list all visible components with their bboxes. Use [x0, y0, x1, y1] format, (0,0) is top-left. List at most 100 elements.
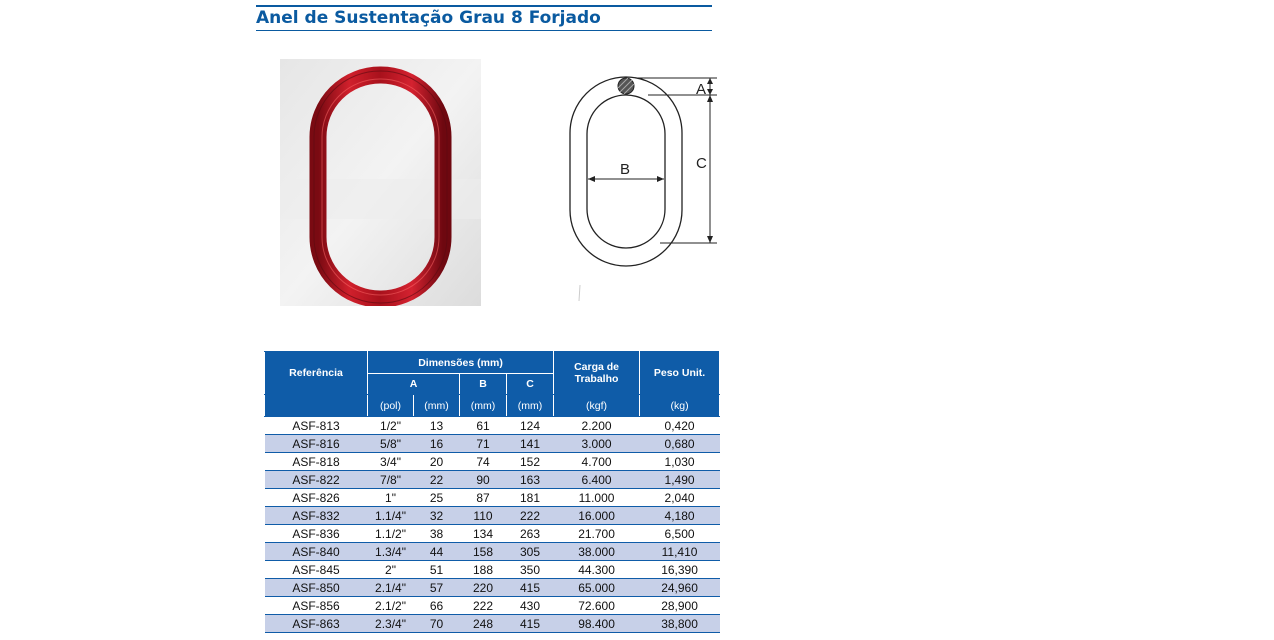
- cell-peso: 16,390: [639, 560, 720, 579]
- cell-c-mm: 152: [506, 452, 554, 471]
- cell-referencia: ASF-813: [264, 416, 368, 435]
- cell-carga: 6.400: [553, 470, 640, 489]
- cell-carga: 3.000: [553, 434, 640, 453]
- cell-c-mm: 430: [506, 596, 554, 615]
- cell-c-mm: 141: [506, 434, 554, 453]
- cell-a-pol: 1.1/2": [367, 524, 414, 543]
- cell-c-mm: 222: [506, 506, 554, 525]
- label-c: C: [696, 155, 707, 172]
- cell-referencia: ASF-836: [264, 524, 368, 543]
- cell-a-pol: 2.1/4": [367, 578, 414, 597]
- table-row: ASF-856 2.1/2" 66 222 430 72.600 28,900: [264, 596, 720, 615]
- cell-c-mm: 305: [506, 542, 554, 561]
- cell-a-pol: 1": [367, 488, 414, 507]
- table-row: ASF-845 2" 51 188 350 44.300 16,390: [264, 560, 720, 579]
- cell-a-pol: 1/2": [367, 416, 414, 435]
- cell-b-mm: 87: [459, 488, 507, 507]
- cell-c-mm: 415: [506, 614, 554, 633]
- cell-peso: 4,180: [639, 506, 720, 525]
- cell-carga: 72.600: [553, 596, 640, 615]
- cell-a-mm: 57: [413, 578, 460, 597]
- unit-b-mm: (mm): [459, 394, 507, 417]
- cell-b-mm: 134: [459, 524, 507, 543]
- table-row: ASF-863 2.3/4" 70 248 415 98.400 38,800: [264, 614, 720, 633]
- unit-c-mm: (mm): [505, 394, 555, 417]
- cell-carga: 2.200: [553, 416, 640, 435]
- cell-b-mm: 158: [459, 542, 507, 561]
- cell-a-mm: 66: [413, 596, 460, 615]
- header-col-a: A: [367, 373, 460, 395]
- cell-referencia: ASF-856: [264, 596, 368, 615]
- cell-peso: 0,680: [639, 434, 720, 453]
- cell-carga: 98.400: [553, 614, 640, 633]
- cell-c-mm: 163: [506, 470, 554, 489]
- cell-a-pol: 1.3/4": [367, 542, 414, 561]
- cell-b-mm: 90: [459, 470, 507, 489]
- unit-a-pol: (pol): [367, 394, 414, 417]
- cell-a-pol: 2.1/2": [367, 596, 414, 615]
- header-carga: Carga de Trabalho: [553, 351, 641, 395]
- header-referencia: Referência: [264, 351, 368, 395]
- cell-referencia: ASF-840: [264, 542, 368, 561]
- cell-carga: 21.700: [553, 524, 640, 543]
- cell-a-mm: 25: [413, 488, 460, 507]
- cell-a-mm: 22: [413, 470, 460, 489]
- cell-a-pol: 2": [367, 560, 414, 579]
- unit-a-mm: (mm): [413, 394, 460, 417]
- cell-b-mm: 188: [459, 560, 507, 579]
- cell-c-mm: 350: [506, 560, 554, 579]
- cell-c-mm: 181: [506, 488, 554, 507]
- cell-referencia: ASF-832: [264, 506, 368, 525]
- label-a: A: [696, 81, 706, 98]
- ring-photo: [280, 59, 481, 306]
- cell-referencia: ASF-818: [264, 452, 368, 471]
- cell-peso: 2,040: [639, 488, 720, 507]
- page-title: Anel de Sustentação Grau 8 Forjado: [256, 8, 601, 28]
- cell-referencia: ASF-816: [264, 434, 368, 453]
- cell-c-mm: 415: [506, 578, 554, 597]
- cell-referencia: ASF-845: [264, 560, 368, 579]
- cell-a-pol: 2.3/4": [367, 614, 414, 633]
- cell-carga: 16.000: [553, 506, 640, 525]
- cell-a-pol: 5/8": [367, 434, 414, 453]
- cell-a-mm: 32: [413, 506, 460, 525]
- cell-carga: 44.300: [553, 560, 640, 579]
- spec-table: Referência Dimensões (mm) Carga de Traba…: [264, 351, 721, 633]
- cell-b-mm: 61: [459, 416, 507, 435]
- cell-peso: 28,900: [639, 596, 720, 615]
- cell-a-mm: 38: [413, 524, 460, 543]
- table-row: ASF-818 3/4" 20 74 152 4.700 1,030: [264, 452, 720, 471]
- cell-referencia: ASF-863: [264, 614, 368, 633]
- cell-a-pol: 1.1/4": [367, 506, 414, 525]
- table-row: ASF-822 7/8" 22 90 163 6.400 1,490: [264, 470, 720, 489]
- table-row: ASF-836 1.1/2" 38 134 263 21.700 6,500: [264, 524, 720, 543]
- cell-b-mm: 110: [459, 506, 507, 525]
- cell-a-mm: 44: [413, 542, 460, 561]
- table-row: ASF-850 2.1/4" 57 220 415 65.000 24,960: [264, 578, 720, 597]
- label-b: B: [620, 161, 630, 178]
- cell-a-mm: 16: [413, 434, 460, 453]
- cell-b-mm: 222: [459, 596, 507, 615]
- unit-carga: (kgf): [553, 394, 641, 417]
- title-bar: Anel de Sustentação Grau 8 Forjado: [256, 5, 712, 31]
- cell-carga: 4.700: [553, 452, 640, 471]
- cell-peso: 6,500: [639, 524, 720, 543]
- cell-carga: 11.000: [553, 488, 640, 507]
- table-row: ASF-813 1/2" 13 61 124 2.200 0,420: [264, 416, 720, 435]
- cell-peso: 24,960: [639, 578, 720, 597]
- cell-carga: 65.000: [553, 578, 640, 597]
- cell-a-mm: 70: [413, 614, 460, 633]
- cell-b-mm: 220: [459, 578, 507, 597]
- cell-c-mm: 124: [506, 416, 554, 435]
- table-row: ASF-816 5/8" 16 71 141 3.000 0,680: [264, 434, 720, 453]
- table-row: ASF-840 1.3/4" 44 158 305 38.000 11,410: [264, 542, 720, 561]
- table-row: ASF-826 1" 25 87 181 11.000 2,040: [264, 488, 720, 507]
- cell-carga: 38.000: [553, 542, 640, 561]
- cell-referencia: ASF-850: [264, 578, 368, 597]
- unit-referencia: [264, 394, 368, 417]
- cell-peso: 1,490: [639, 470, 720, 489]
- cell-referencia: ASF-822: [264, 470, 368, 489]
- cell-a-mm: 20: [413, 452, 460, 471]
- cell-a-pol: 3/4": [367, 452, 414, 471]
- cell-peso: 1,030: [639, 452, 720, 471]
